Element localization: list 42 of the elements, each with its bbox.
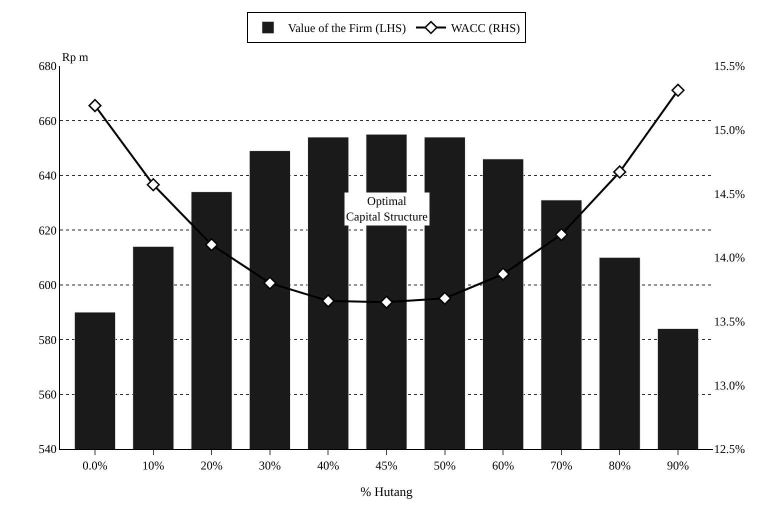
y2-tick-label: 13.5%	[714, 314, 745, 329]
point	[204, 238, 218, 252]
x-tick-label: 0.0%	[82, 458, 108, 472]
point	[613, 165, 626, 179]
legend-label: Value of the Firm (LHS)	[288, 21, 406, 36]
x-tick-label: 70%	[550, 458, 572, 472]
legend-label: WACC (RHS)	[450, 21, 520, 36]
x-tick-label: 45%	[376, 458, 398, 472]
y-tick-label: 600	[38, 278, 57, 292]
point	[88, 98, 102, 112]
x-tick-label: 10%	[142, 458, 164, 472]
y2-tick-label: 15.5%	[714, 59, 745, 74]
y2-tick-label: 15.0%	[714, 123, 745, 138]
point	[146, 178, 160, 192]
point	[554, 228, 568, 242]
y-axis-title: Rp m	[62, 50, 90, 64]
y-tick-label: 680	[38, 59, 57, 74]
y2-tick-label: 12.5%	[714, 442, 745, 456]
annotation: Optimal Capital Structure	[346, 194, 428, 224]
y-tick-label: 660	[38, 114, 57, 128]
x-tick-label: 30%	[258, 458, 281, 472]
y-tick-label: 580	[38, 332, 57, 347]
y-tick-label: 640	[38, 168, 57, 183]
x-tick-label: 90%	[667, 458, 690, 472]
point	[322, 294, 335, 308]
point	[380, 296, 394, 309]
x-tick-label: 50%	[434, 458, 456, 472]
x-tick-label: 80%	[608, 458, 631, 472]
point	[496, 268, 510, 281]
x-tick-label: 40%	[317, 458, 340, 472]
y2-tick-label: 14.5%	[714, 186, 745, 201]
point	[671, 84, 685, 97]
point	[438, 292, 452, 305]
y-tick-label: 560	[38, 387, 57, 402]
x-tick-label: 60%	[492, 458, 514, 472]
x-axis-title: % Hutang	[360, 484, 414, 499]
y2-tick-label: 13.0%	[714, 378, 745, 392]
point	[263, 276, 276, 290]
y-tick-label: 540	[38, 442, 57, 456]
y2-tick-label: 14.0%	[714, 250, 745, 265]
y-tick-label: 620	[38, 223, 57, 238]
x-tick-label: 20%	[200, 458, 223, 472]
